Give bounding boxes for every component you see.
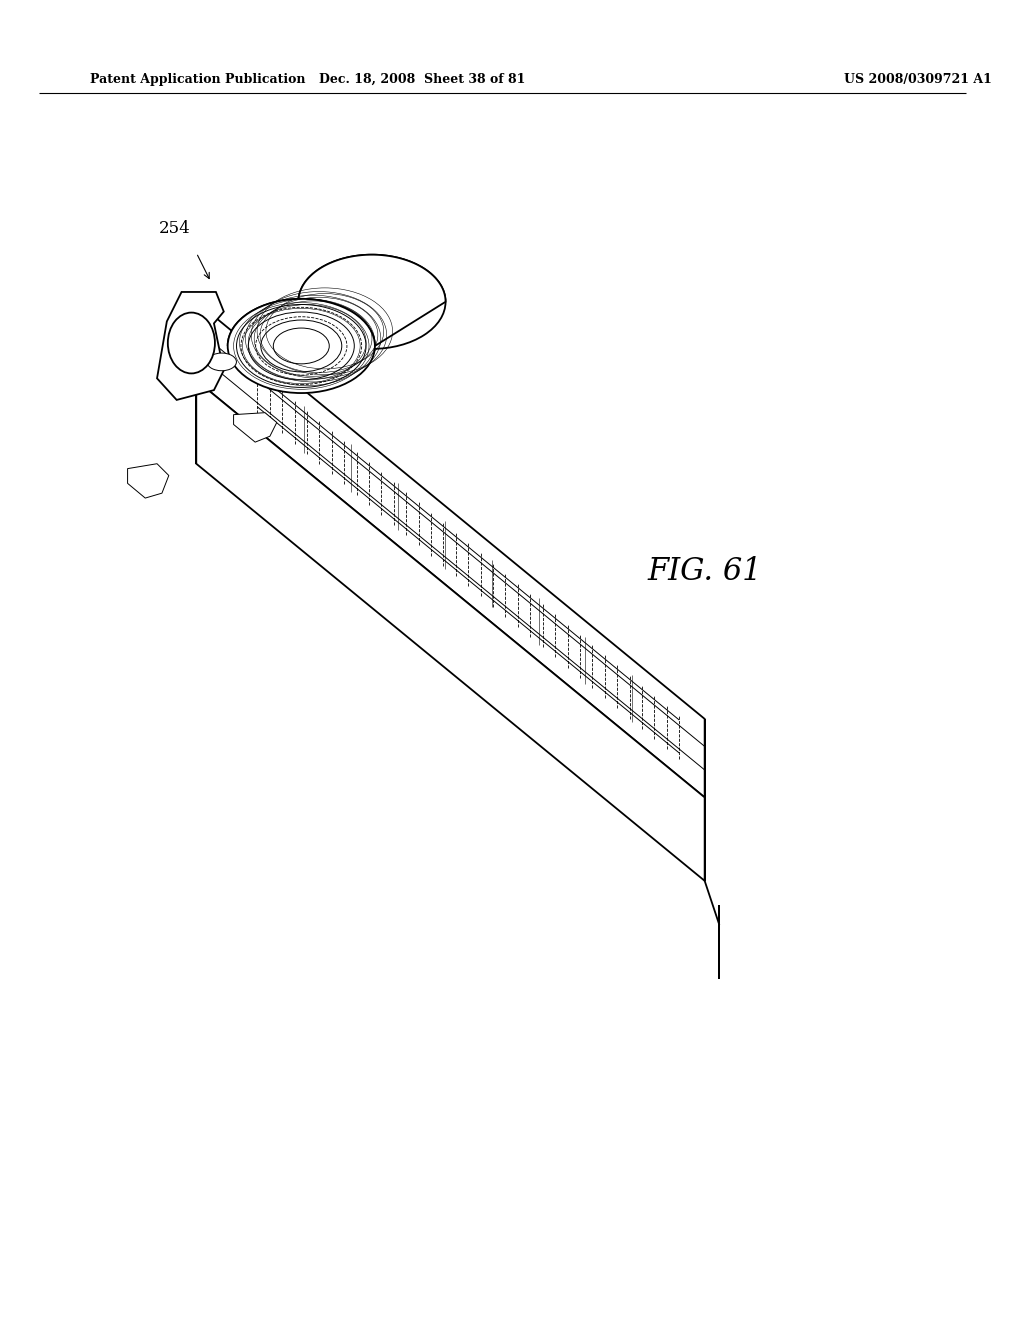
Text: FIG. 61: FIG. 61	[648, 556, 762, 587]
Polygon shape	[197, 302, 705, 797]
Text: US 2008/0309721 A1: US 2008/0309721 A1	[844, 73, 992, 86]
Polygon shape	[197, 380, 705, 880]
Ellipse shape	[227, 298, 375, 393]
Ellipse shape	[298, 255, 445, 348]
Polygon shape	[233, 413, 276, 442]
Polygon shape	[128, 463, 169, 498]
Text: Dec. 18, 2008  Sheet 38 of 81: Dec. 18, 2008 Sheet 38 of 81	[318, 73, 525, 86]
Polygon shape	[157, 292, 224, 400]
Text: Patent Application Publication: Patent Application Publication	[90, 73, 306, 86]
Polygon shape	[227, 255, 445, 346]
Text: 254: 254	[159, 219, 190, 236]
Ellipse shape	[207, 352, 237, 371]
Ellipse shape	[168, 313, 215, 374]
